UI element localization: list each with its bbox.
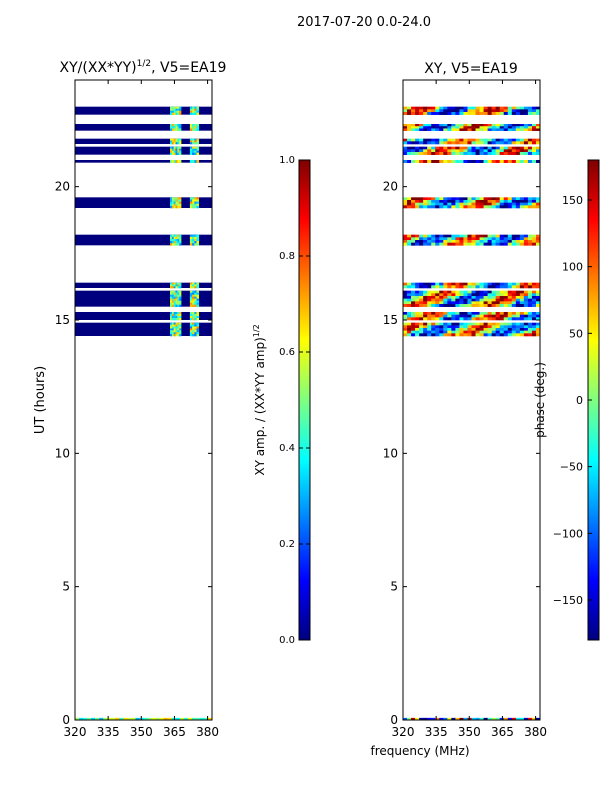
amplitude-colorbar-gradient: [298, 159, 311, 641]
amplitude-y-axis: 0 5 10 15 20: [55, 180, 212, 727]
amplitude-colorbar-tick-label: 0.6: [279, 347, 295, 358]
phase-bottom-strip: [403, 717, 540, 720]
phase-heatmap: [403, 106, 540, 720]
phase-band: [403, 312, 540, 321]
phase-band: [403, 138, 540, 145]
phase-band: [403, 146, 540, 155]
amplitude-band: [75, 197, 212, 209]
phase-band: [403, 124, 540, 131]
phase-x-tick-label: 380: [524, 725, 547, 739]
amplitude-panel: XY/(XX*YY)1/2, V5=EA19 320 335 350 365 380 0…: [33, 59, 226, 739]
y-axis-label: UT (hours): [33, 366, 48, 434]
amplitude-band: [75, 106, 212, 115]
amplitude-band: [75, 138, 212, 145]
amplitude-y-tick-label: 0: [62, 713, 70, 727]
figure-title: 2017-07-20 0.0-24.0: [297, 15, 431, 30]
amplitude-x-tick-label: 380: [196, 725, 219, 739]
phase-band: [403, 197, 540, 209]
amplitude-panel-title: XY/(XX*YY)1/2, V5=EA19: [60, 59, 227, 76]
amplitude-band: [75, 146, 212, 155]
phase-band: [403, 322, 540, 337]
amplitude-colorbar-label: XY amp. / (XX*YY amp)1/2: [252, 324, 267, 475]
phase-y-tick-label: 0: [390, 713, 398, 727]
phase-y-tick-label: 15: [383, 313, 398, 327]
phase-x-tick-label: 335: [425, 725, 448, 739]
amplitude-x-tick-label: 335: [97, 725, 120, 739]
amplitude-colorbar: 0.0 0.2 0.4 0.6 0.8 1.0 XY amp. / (XX*YY amp)…: [252, 155, 311, 646]
amplitude-band: [75, 234, 212, 246]
amplitude-band: [75, 124, 212, 131]
amplitude-y-tick-label: 20: [55, 180, 70, 194]
phase-colorbar-tick-label: 0: [576, 394, 583, 407]
phase-band: [403, 234, 540, 246]
phase-colorbar: −150 −100 −50 0 50 100 150 phase (deg.): [533, 159, 600, 641]
phase-colorbar-tick-label: −150: [553, 594, 583, 607]
phase-band: [403, 290, 540, 307]
amplitude-y-tick-label: 5: [62, 580, 70, 594]
phase-colorbar-ticks: −150 −100 −50 0 50 100 150: [553, 194, 592, 607]
amplitude-band: [75, 322, 212, 337]
phase-x-tick-label: 365: [491, 725, 514, 739]
phase-y-tick-label: 5: [390, 580, 398, 594]
amplitude-bottom-strip: [75, 717, 212, 720]
phase-x-tick-label: 320: [392, 725, 415, 739]
phase-colorbar-tick-label: 100: [562, 261, 583, 274]
amplitude-plot-frame: [74, 79, 213, 721]
amplitude-colorbar-tick-label: 0.2: [279, 539, 295, 550]
amplitude-colorbar-ticks: 0.0 0.2 0.4 0.6 0.8 1.0: [279, 155, 310, 646]
phase-colorbar-tick-label: −50: [560, 461, 583, 474]
amplitude-colorbar-tick-label: 0.0: [279, 635, 295, 646]
phase-x-tick-label: 350: [458, 725, 481, 739]
phase-panel: XY, V5=EA19 320 335 350 365 380 0 5 10 15 20: [383, 61, 547, 739]
amplitude-x-tick-label: 365: [163, 725, 186, 739]
amplitude-x-tick-label: 320: [64, 725, 87, 739]
phase-band: [403, 106, 540, 115]
amplitude-band: [75, 160, 212, 163]
phase-band: [403, 282, 540, 289]
amplitude-x-tick-label: 350: [130, 725, 153, 739]
phase-band: [403, 160, 540, 163]
phase-y-axis: 0 5 10 15 20: [383, 180, 540, 727]
phase-colorbar-tick-label: 150: [562, 194, 583, 207]
phase-x-axis: 320 335 350 365 380: [392, 80, 547, 739]
phase-colorbar-label: phase (deg.): [533, 362, 547, 438]
phase-plot-frame: [402, 79, 541, 721]
amplitude-band: [75, 290, 212, 307]
amplitude-band: [75, 312, 212, 321]
phase-y-tick-label: 10: [383, 446, 398, 460]
amplitude-colorbar-tick-label: 1.0: [279, 155, 295, 166]
phase-y-tick-label: 20: [383, 180, 398, 194]
amplitude-y-tick-label: 15: [55, 313, 70, 327]
amplitude-band: [75, 282, 212, 289]
phase-colorbar-tick-label: −100: [553, 527, 583, 540]
amplitude-x-axis: 320 335 350 365 380: [64, 80, 219, 739]
amplitude-colorbar-tick-label: 0.4: [279, 443, 295, 454]
phase-panel-title: XY, V5=EA19: [424, 61, 518, 77]
x-axis-label: frequency (MHz): [370, 744, 469, 758]
amplitude-y-tick-label: 10: [55, 446, 70, 460]
amplitude-heatmap: [75, 106, 212, 720]
amplitude-colorbar-tick-label: 0.8: [279, 251, 295, 262]
phase-colorbar-tick-label: 50: [569, 327, 583, 340]
